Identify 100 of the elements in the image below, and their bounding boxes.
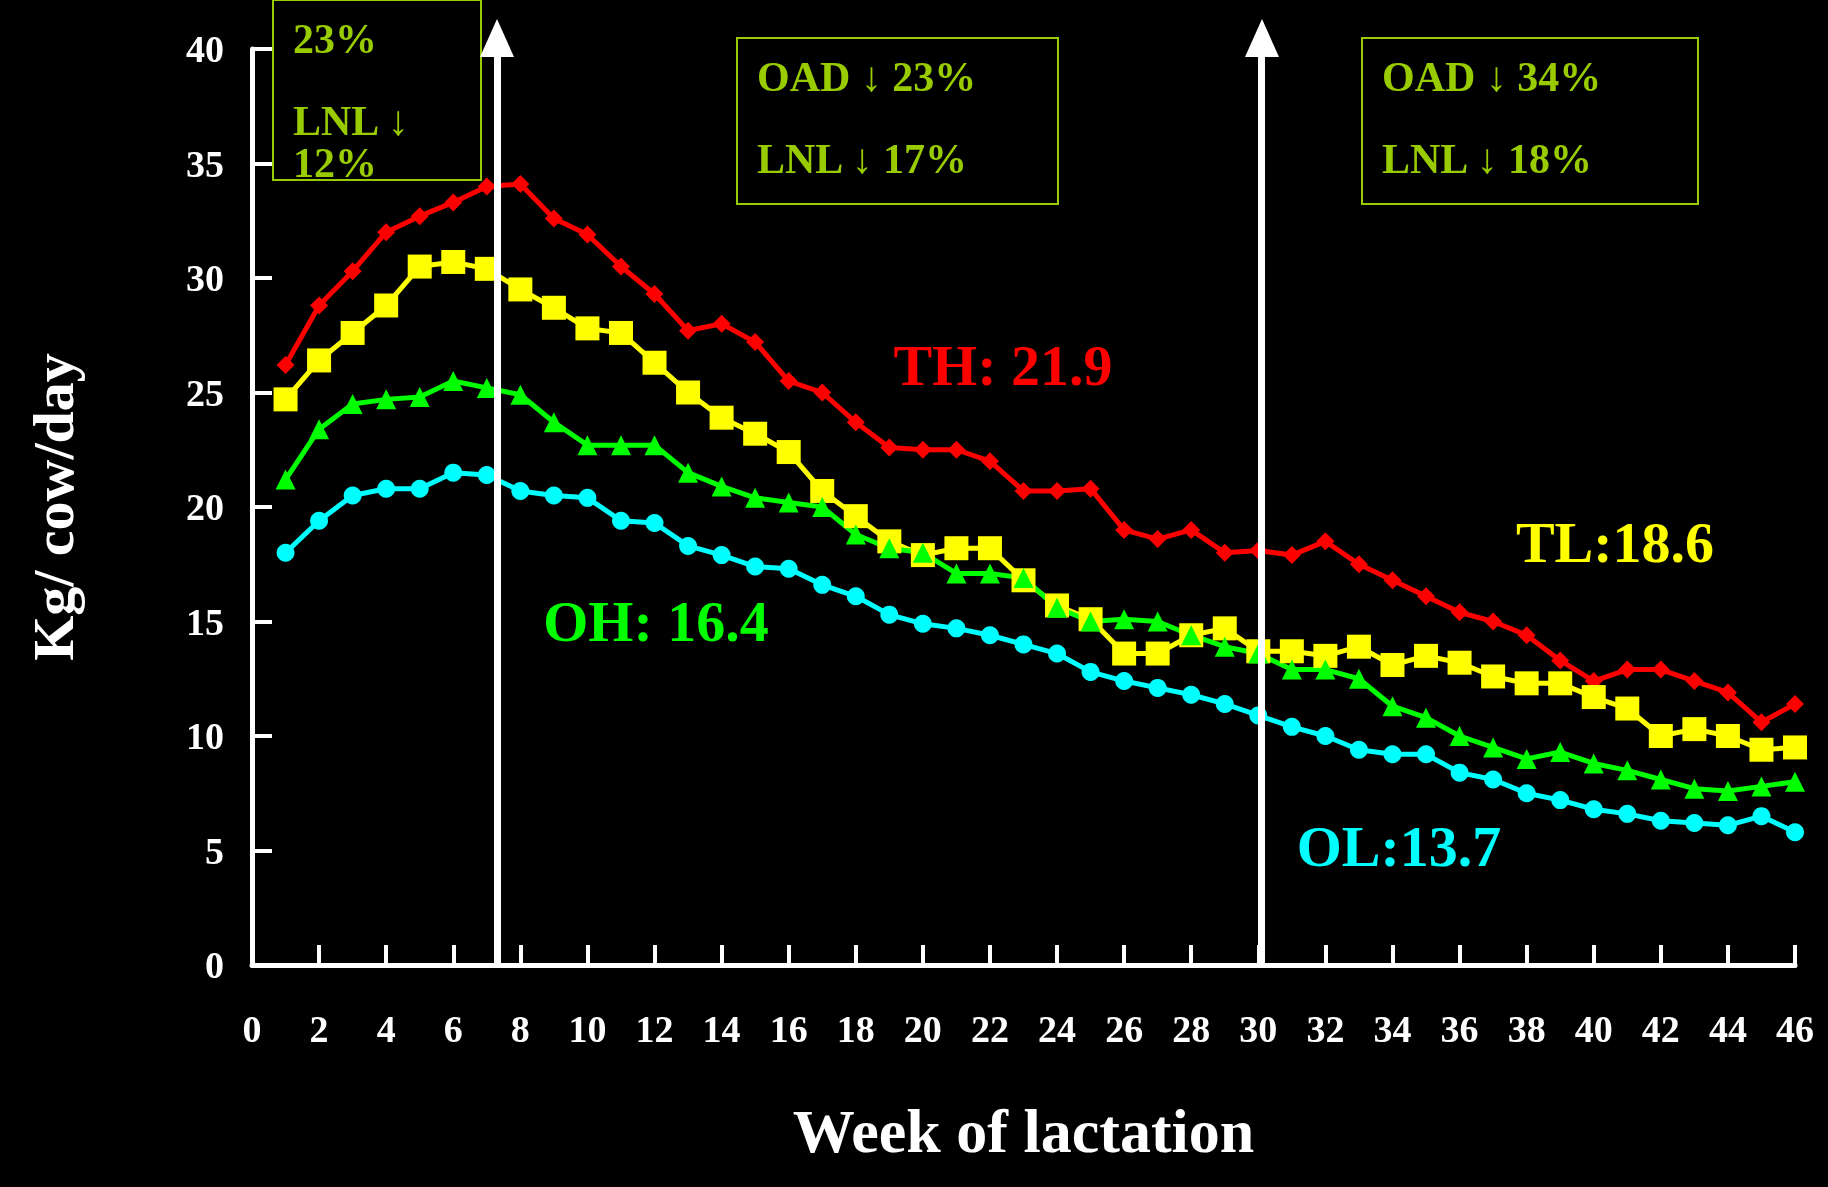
point [1484, 612, 1503, 631]
point [1214, 636, 1235, 657]
point [745, 487, 766, 508]
point [1383, 571, 1402, 590]
annotation: LNL ↓ 17% [757, 136, 968, 182]
point [611, 257, 630, 276]
point [1349, 555, 1368, 574]
x-tick-label: 42 [1641, 1008, 1680, 1050]
point [679, 321, 698, 340]
point [1483, 737, 1504, 758]
point [1114, 609, 1135, 630]
point [1417, 587, 1436, 606]
annotation: LNL ↓ 12% [293, 98, 420, 186]
x-tick-label: 14 [702, 1008, 741, 1050]
point [810, 478, 835, 503]
point [443, 371, 464, 392]
point [947, 619, 966, 638]
point [444, 463, 463, 482]
point [813, 383, 832, 402]
point [1717, 780, 1738, 801]
point [541, 295, 566, 320]
point [1718, 683, 1737, 702]
point [608, 320, 633, 345]
y-tick-label: 30 [186, 257, 224, 299]
x-tick-label: 6 [443, 1008, 463, 1050]
point [1685, 814, 1704, 833]
point [307, 348, 332, 373]
x-tick-label: 12 [635, 1008, 674, 1050]
point [678, 462, 699, 483]
point [1752, 807, 1771, 826]
point [477, 177, 496, 196]
point [913, 440, 932, 459]
x-tick-label: 22 [970, 1008, 1009, 1050]
point [1081, 479, 1100, 498]
point [1279, 639, 1304, 664]
point [712, 314, 731, 333]
point [1685, 672, 1704, 691]
point [743, 421, 768, 446]
point [343, 486, 362, 505]
point [1718, 816, 1737, 835]
point [1382, 696, 1403, 717]
point [1147, 611, 1168, 632]
point [1786, 694, 1804, 713]
point [1551, 651, 1570, 670]
point [343, 262, 362, 281]
point [843, 504, 868, 529]
x-tick-label: 44 [1708, 1008, 1747, 1050]
point [544, 209, 563, 228]
point [275, 469, 296, 490]
point [1618, 804, 1637, 823]
point [1715, 724, 1740, 748]
point [1550, 742, 1571, 763]
point [845, 524, 866, 545]
y-tick-label: 10 [186, 715, 224, 757]
point [1346, 634, 1371, 659]
point [880, 438, 899, 457]
series-label: OH: 16.4 [543, 588, 769, 654]
x-tick-label: 28 [1172, 1008, 1211, 1050]
point [1583, 753, 1604, 774]
annotation: OAD ↓ 34% [1382, 54, 1602, 100]
point [377, 223, 396, 242]
point [778, 492, 799, 513]
point [544, 486, 563, 505]
point [1450, 603, 1469, 622]
point [1551, 791, 1570, 810]
point [944, 536, 969, 561]
point [1785, 771, 1805, 792]
y-tick-label: 15 [186, 600, 224, 643]
point [1682, 717, 1707, 742]
y-tick-label: 25 [186, 371, 224, 414]
annotation: OAD ↓ 23% [757, 54, 977, 100]
x-tick-label: 18 [836, 1008, 875, 1050]
point [709, 405, 734, 430]
point [1115, 672, 1134, 691]
y-axis-title: Kg/ cow/day [20, 353, 86, 661]
y-tick-label: 35 [186, 142, 224, 185]
x-tick-label: 2 [309, 1008, 329, 1050]
point [1752, 713, 1771, 732]
y-tick-label: 40 [186, 28, 224, 70]
point [1786, 823, 1804, 842]
point [575, 316, 600, 341]
point [645, 285, 664, 304]
point [980, 626, 999, 645]
x-tick-label: 24 [1038, 1008, 1077, 1050]
point [477, 465, 496, 484]
point [1282, 717, 1301, 736]
point [1514, 671, 1539, 696]
point [511, 175, 530, 194]
x-tick-label: 38 [1507, 1008, 1546, 1050]
point [846, 413, 865, 432]
point [1447, 650, 1472, 675]
point [1112, 641, 1137, 666]
point [1481, 664, 1506, 689]
point [813, 575, 832, 594]
point [1013, 567, 1034, 588]
series-label: TH: 21.9 [893, 332, 1113, 398]
point [1648, 724, 1673, 748]
x-tick-label: 36 [1440, 1008, 1479, 1050]
y-tick-label: 5 [205, 829, 224, 872]
point [913, 614, 932, 633]
